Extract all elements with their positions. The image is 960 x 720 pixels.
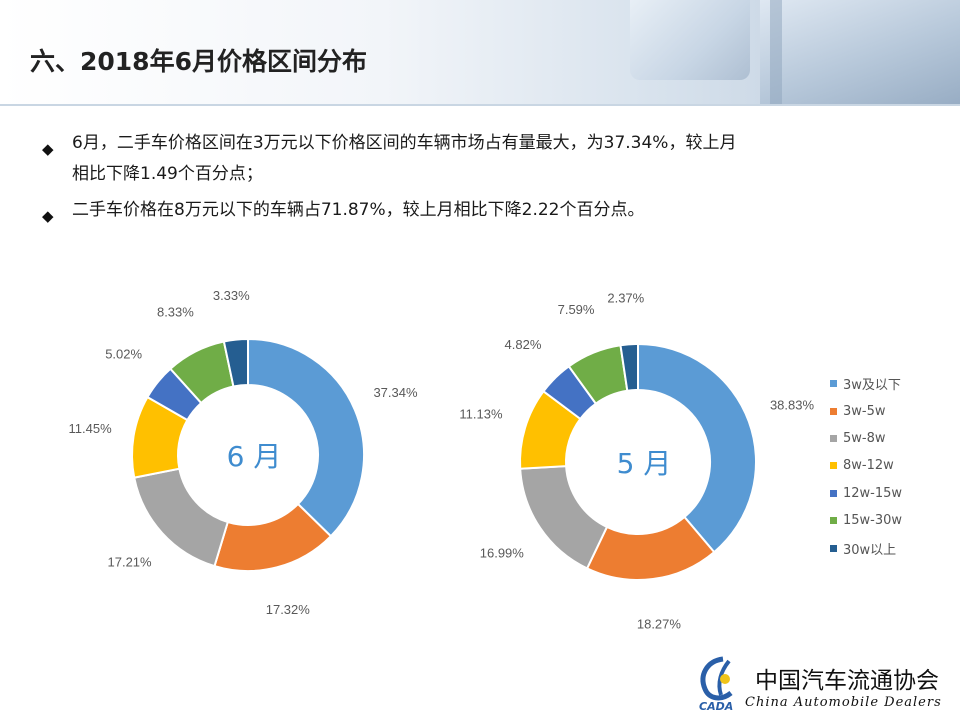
legend-swatch (830, 380, 837, 388)
org-name-cn: 中国汽车流通协会 (755, 668, 939, 694)
legend-label: 30w以上 (843, 542, 897, 558)
slice-data-label: 16.99% (480, 545, 525, 560)
slice-data-label: 7.59% (558, 302, 595, 317)
slice-data-label: 8.33% (157, 304, 194, 319)
diamond-bullet-icon: ◆ (42, 140, 54, 158)
slice-data-label: 18.27% (637, 617, 682, 632)
slice-data-label: 3.33% (213, 288, 250, 303)
legend-item: 3w-5w (830, 397, 902, 424)
diamond-bullet-icon: ◆ (42, 207, 54, 225)
legend-item: 30w以上 (830, 534, 902, 561)
bullet-text-line: 二手车价格在8万元以下的车辆占71.87%，较上月相比下降2.22个百分点。 (72, 200, 645, 220)
legend-swatch (830, 489, 837, 497)
donut-slice (222, 337, 249, 388)
legend-item: 12w-15w (830, 480, 902, 507)
legend-item: 15w-30w (830, 507, 902, 534)
legend-label: 5w-8w (843, 430, 886, 446)
slice-data-label: 38.83% (770, 398, 815, 413)
slice-data-label: 11.45% (69, 421, 113, 436)
legend-swatch (830, 434, 837, 442)
cada-logo-icon: CADA (699, 656, 733, 713)
bullet-list: ◆ 6月，二手车价格区间在3万元以下价格区间的车辆市场占有量最大，为37.34%… (42, 128, 922, 226)
slice-data-label: 2.37% (607, 290, 644, 305)
legend-swatch (830, 462, 837, 470)
donut-slice (619, 342, 639, 392)
legend-item: 5w-8w (830, 425, 902, 452)
banner-decoration (760, 0, 960, 104)
bullet-text-line: 相比下降1.49个百分点； (72, 164, 263, 184)
donut-slice (637, 342, 757, 554)
legend-label: 12w-15w (843, 485, 903, 501)
slice-data-label: 17.32% (266, 602, 311, 617)
bullet-text-line: 6月，二手车价格区间在3万元以下价格区间的车辆市场占有量最大，为37.34%，较… (72, 133, 737, 153)
slice-data-label: 5.02% (105, 346, 142, 361)
legend-label: 3w及以下 (843, 378, 901, 394)
legend-label: 3w-5w (843, 403, 886, 419)
donut-slice (519, 465, 609, 570)
donut-chart: 38.83% 18.27% 16.99% 11.13% 4.82% 7.59% 2.37% 5… (459, 290, 814, 631)
org-name-en: China Automobile Dealers (745, 695, 942, 710)
legend-swatch (830, 544, 837, 552)
banner-decoration (630, 0, 750, 80)
legend-swatch (830, 517, 837, 525)
page-title: 六、2018年6月价格区间分布 (30, 47, 367, 76)
slice-data-label: 17.21% (108, 555, 153, 570)
chart-legend: 3w及以下 3w-5w 5w-8w 8w-12w 12w-15w 15w-30w 30w以上 (830, 370, 902, 562)
banner-decoration (770, 0, 782, 104)
logo-text: CADA (699, 700, 733, 713)
header-banner: 六、2018年6月价格区间分布 (0, 0, 960, 106)
legend-label: 15w-30w (843, 513, 903, 529)
legend-item: 8w-12w (830, 452, 902, 479)
donut-center-label: 5 月 (617, 447, 672, 480)
slice-data-label: 4.82% (505, 337, 542, 352)
donut-chart: 37.34% 17.32% 17.21% 11.45% 5.02% 8.33% 3.33% 6… (69, 288, 418, 617)
slice-data-label: 37.34% (373, 385, 418, 400)
legend-item: 3w及以下 (830, 370, 902, 397)
legend-swatch (830, 407, 837, 415)
donut-slice (247, 337, 365, 538)
footer-branding: CADA 中国汽车流通协会 China Automobile Dealers (695, 655, 955, 715)
slice-data-label: 11.13% (459, 407, 503, 422)
donut-center-label: 6 月 (227, 440, 282, 473)
donut-slice (133, 467, 230, 568)
legend-label: 8w-12w (843, 458, 894, 474)
bullet-item: ◆ 6月，二手车价格区间在3万元以下价格区间的车辆市场占有量最大，为37.34%… (42, 128, 922, 190)
bullet-item: ◆ 二手车价格在8万元以下的车辆占71.87%，较上月相比下降2.22个百分点。 (42, 195, 922, 226)
